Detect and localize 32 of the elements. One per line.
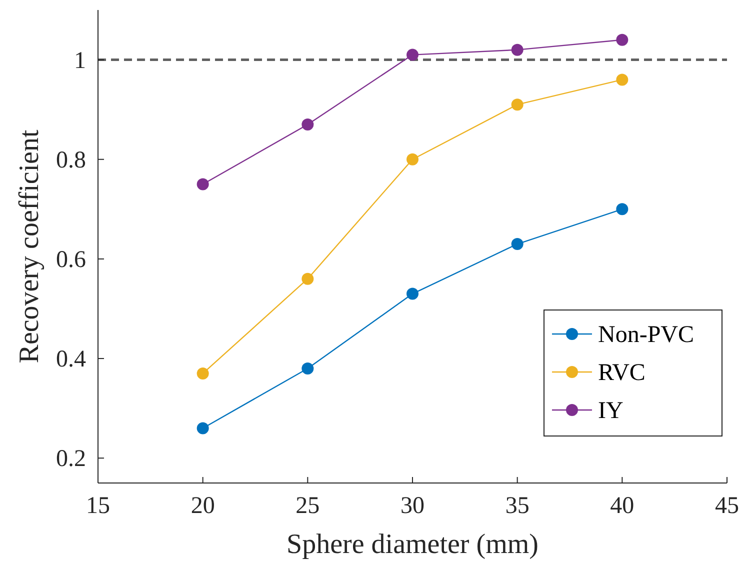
y-tick-label: 0.8: [56, 147, 86, 174]
x-tick-label: 45: [715, 493, 739, 519]
y-axis-title: Recovery coefficient: [14, 130, 45, 364]
legend-label: IY: [598, 398, 624, 424]
point: [406, 48, 418, 61]
legend-label: RVC: [598, 360, 646, 386]
point: [511, 44, 524, 56]
point: [196, 422, 209, 434]
x-tick-label: 15: [86, 493, 110, 519]
y-tick-label: 0.2: [56, 446, 86, 472]
x-tick-label: 30: [400, 493, 424, 519]
point: [302, 272, 314, 285]
point: [302, 118, 314, 131]
x-tick-label: 20: [190, 493, 215, 519]
point: [511, 238, 524, 250]
point: [406, 288, 418, 300]
y-tick-label: 0.6: [56, 246, 86, 273]
x-tick-label: 35: [505, 493, 530, 519]
point: [616, 203, 628, 216]
point: [302, 362, 314, 374]
x-tick-label: 40: [610, 493, 634, 519]
y-tick-label: 0.4: [56, 346, 86, 373]
point: [196, 178, 209, 190]
point: [511, 98, 524, 111]
x-axis-title: Sphere diameter (mm): [286, 529, 538, 560]
point: [616, 74, 628, 86]
point: [406, 153, 418, 166]
y-tick-label: 1: [74, 48, 86, 74]
point: [196, 367, 209, 380]
point: [616, 34, 628, 46]
x-tick-label: 25: [296, 493, 320, 519]
legend-label: Non-PVC: [598, 322, 694, 348]
